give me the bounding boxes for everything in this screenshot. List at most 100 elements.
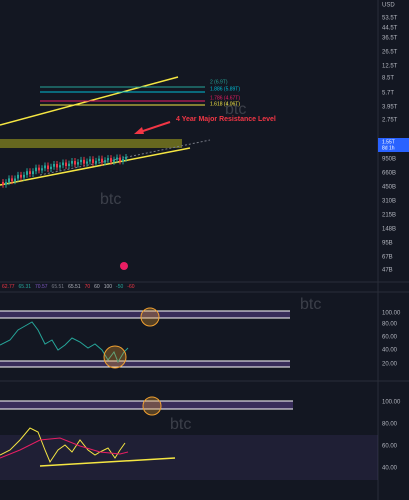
indicator-value: 62.77 (2, 284, 15, 290)
watermark: btc (300, 296, 321, 313)
rsi-ma (0, 437, 129, 459)
candle (17, 174, 19, 179)
fib-label: 1.618 (4.06T) (210, 101, 240, 107)
price-label: 215B (382, 213, 396, 219)
price-label: 36.5T (382, 36, 398, 42)
highlight-circle (140, 307, 160, 327)
candle (35, 167, 37, 172)
indicator-value: 70.57 (35, 284, 48, 290)
axis-label: 80.00 (382, 422, 398, 428)
currency: USD (382, 3, 395, 9)
candle (47, 165, 49, 169)
price-label: 44.5T (382, 26, 398, 32)
axis-label: 40.00 (382, 466, 398, 472)
resistance-zone (0, 139, 182, 148)
price-label: 450B (382, 185, 396, 191)
candle (14, 178, 16, 182)
candle (77, 162, 79, 165)
axis-label: 40.00 (382, 348, 398, 354)
indicator-value: 100 (104, 284, 113, 290)
candle (95, 160, 97, 164)
indicator-values: 62.77 65.31 70.57 65.51 65.51 70 60 100 -50 -60 (2, 284, 135, 290)
candle (59, 165, 61, 168)
fib-label: 2 (6.9T) (210, 79, 228, 85)
axis-label: 100.00 (382, 311, 401, 317)
highlight-circle (103, 345, 127, 369)
arrow-head (134, 127, 144, 134)
countdown: 8d 1h (382, 145, 395, 151)
candle (23, 174, 25, 178)
price-label: 53.5T (382, 16, 398, 22)
price-label: 8.5T (382, 76, 394, 82)
candle (98, 158, 100, 161)
price-label: 67B (382, 255, 393, 261)
band (0, 361, 290, 367)
candle (116, 157, 118, 160)
price-label: 5.7T (382, 91, 394, 97)
candle (86, 161, 88, 164)
price-label: 2.75T (382, 118, 398, 124)
candle (5, 182, 7, 185)
candle (122, 158, 124, 162)
oscillator-line (0, 321, 129, 364)
candles (2, 153, 127, 188)
rsi-trend (39, 457, 176, 467)
candle (26, 171, 28, 175)
candle (32, 171, 34, 175)
candle (113, 159, 115, 162)
candle (20, 174, 22, 178)
band (0, 311, 290, 318)
indicator-value: 65.51 (52, 284, 65, 290)
candle (89, 159, 91, 162)
dotted-trend (39, 139, 211, 176)
candle (53, 163, 55, 167)
axis-label: 60.00 (382, 335, 398, 341)
fib-label: 1.786 (4.67T) (210, 95, 240, 101)
price-label: 148B (382, 227, 396, 233)
arrow (139, 121, 171, 133)
price-label: 660B (382, 171, 396, 177)
candle (83, 159, 85, 164)
candle (50, 166, 52, 169)
fib-label: 1.886 (5.89T) (210, 86, 240, 92)
price-label: 12.5T (382, 64, 398, 70)
indicator-value: 70 (85, 284, 91, 290)
candle (107, 158, 109, 161)
candle (29, 171, 31, 175)
rsi-zone (0, 435, 378, 480)
watermarks: btc btc btc btc (100, 101, 321, 433)
candle (56, 163, 58, 168)
candle (104, 160, 106, 163)
current-price: 1.55T (382, 139, 395, 145)
band (0, 401, 293, 409)
indicator-value: 65.31 (19, 284, 32, 290)
candle (38, 167, 40, 171)
candle (62, 162, 64, 166)
axes: 53.5T 44.5T 36.5T 26.5T 12.5T 8.5T 5.7T 3.95T 2.… (382, 16, 401, 472)
watermark: btc (170, 416, 191, 433)
candle (119, 157, 121, 162)
axis-label: 60.00 (382, 444, 398, 450)
price-label: 95B (382, 241, 393, 247)
candle (65, 162, 67, 167)
candle (11, 178, 13, 182)
axis-label: 20.00 (382, 362, 398, 368)
channel-bottom (0, 147, 191, 186)
candle (92, 159, 94, 164)
price-tag (378, 138, 409, 152)
indicator-value: 60 (94, 284, 100, 290)
highlight-circle (142, 396, 162, 416)
price-label: 26.5T (382, 50, 398, 56)
rsi-line (0, 427, 126, 464)
candle (80, 159, 82, 163)
candle (8, 178, 10, 183)
candle (125, 156, 127, 159)
candle (74, 161, 76, 165)
event-icon (120, 262, 128, 270)
candle (110, 158, 112, 162)
indicator-value: -50 (116, 284, 123, 290)
price-label: 47B (382, 268, 393, 274)
price-label: 310B (382, 199, 396, 205)
watermark: btc (100, 191, 121, 208)
